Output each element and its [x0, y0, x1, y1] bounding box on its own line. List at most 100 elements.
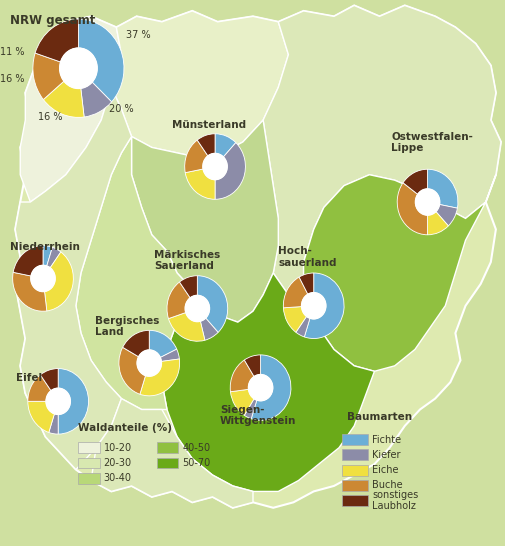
- Wedge shape: [160, 349, 179, 361]
- Bar: [78, 442, 99, 453]
- Circle shape: [203, 153, 227, 180]
- Polygon shape: [20, 16, 121, 202]
- Text: 40-50: 40-50: [182, 443, 210, 453]
- Wedge shape: [48, 414, 58, 434]
- Wedge shape: [40, 369, 58, 391]
- Wedge shape: [185, 169, 215, 199]
- Polygon shape: [263, 5, 500, 295]
- Polygon shape: [91, 399, 252, 508]
- Text: Kiefer: Kiefer: [371, 450, 399, 460]
- Circle shape: [137, 350, 161, 376]
- Bar: [157, 442, 178, 453]
- Wedge shape: [35, 19, 78, 62]
- Wedge shape: [427, 211, 447, 235]
- Bar: [78, 473, 99, 484]
- Wedge shape: [13, 246, 43, 276]
- Circle shape: [415, 189, 439, 215]
- Polygon shape: [111, 11, 288, 158]
- Text: Buche: Buche: [371, 480, 402, 490]
- Bar: [78, 458, 99, 468]
- Polygon shape: [131, 120, 278, 322]
- Wedge shape: [28, 401, 55, 432]
- Wedge shape: [167, 282, 190, 319]
- Text: 20-30: 20-30: [104, 458, 132, 468]
- Wedge shape: [78, 19, 124, 102]
- Wedge shape: [215, 143, 245, 199]
- Wedge shape: [215, 134, 235, 157]
- Bar: [341, 495, 367, 506]
- Wedge shape: [244, 355, 260, 377]
- Wedge shape: [200, 318, 218, 340]
- Wedge shape: [283, 307, 306, 333]
- Wedge shape: [197, 276, 227, 333]
- Bar: [157, 458, 178, 468]
- Bar: [341, 480, 367, 491]
- Wedge shape: [295, 316, 310, 337]
- Text: 16 %: 16 %: [38, 112, 62, 122]
- Polygon shape: [15, 87, 131, 470]
- Wedge shape: [13, 272, 47, 311]
- Text: NRW gesamt: NRW gesamt: [10, 14, 95, 27]
- Text: Siegen-
Wittgenstein: Siegen- Wittgenstein: [220, 405, 296, 426]
- Wedge shape: [33, 53, 64, 99]
- Text: Baumarten: Baumarten: [346, 412, 411, 423]
- Wedge shape: [168, 312, 205, 341]
- Wedge shape: [304, 273, 343, 339]
- Wedge shape: [244, 399, 257, 419]
- Wedge shape: [58, 369, 88, 434]
- Bar: [341, 465, 367, 476]
- Text: Niederrhein: Niederrhein: [10, 242, 80, 252]
- Text: 16 %: 16 %: [0, 74, 24, 84]
- Wedge shape: [427, 169, 457, 208]
- Text: 50-70: 50-70: [182, 458, 210, 468]
- Text: sonstiges
Laubholz: sonstiges Laubholz: [371, 490, 417, 512]
- Circle shape: [31, 265, 55, 292]
- Circle shape: [301, 293, 325, 319]
- Text: 10-20: 10-20: [104, 443, 132, 453]
- Text: 20 %: 20 %: [109, 104, 133, 114]
- Wedge shape: [28, 375, 51, 401]
- Circle shape: [185, 295, 209, 322]
- Text: Münsterland: Münsterland: [172, 120, 245, 130]
- Wedge shape: [402, 169, 427, 194]
- Text: Waldanteile (%): Waldanteile (%): [78, 423, 172, 434]
- Wedge shape: [435, 204, 457, 226]
- Text: Bergisches
Land: Bergisches Land: [95, 316, 159, 337]
- Text: 30-40: 30-40: [104, 473, 131, 483]
- Text: 37 %: 37 %: [126, 30, 151, 40]
- Wedge shape: [184, 140, 208, 173]
- Text: Fichte: Fichte: [371, 435, 400, 444]
- Wedge shape: [119, 347, 145, 394]
- Text: Ostwestfalen-
Lippe: Ostwestfalen- Lippe: [390, 132, 472, 153]
- Wedge shape: [149, 330, 176, 358]
- Wedge shape: [283, 277, 307, 308]
- Polygon shape: [15, 5, 500, 508]
- Text: Eifel: Eifel: [16, 373, 42, 383]
- Wedge shape: [81, 82, 112, 117]
- Wedge shape: [139, 359, 179, 396]
- Text: Eiche: Eiche: [371, 465, 397, 475]
- Wedge shape: [43, 81, 84, 117]
- Circle shape: [46, 388, 70, 414]
- Wedge shape: [250, 355, 290, 420]
- Wedge shape: [230, 360, 254, 392]
- Bar: [341, 434, 367, 445]
- Text: Märkisches
Sauerland: Märkisches Sauerland: [154, 250, 220, 271]
- Wedge shape: [298, 273, 313, 294]
- Text: 11 %: 11 %: [0, 46, 24, 57]
- Wedge shape: [46, 247, 61, 268]
- Polygon shape: [162, 273, 374, 491]
- Text: Hoch-
sauerland: Hoch- sauerland: [278, 246, 336, 268]
- Wedge shape: [396, 183, 427, 235]
- Wedge shape: [44, 252, 73, 311]
- Bar: [341, 449, 367, 460]
- Wedge shape: [122, 330, 149, 357]
- Circle shape: [60, 48, 97, 88]
- Polygon shape: [76, 136, 192, 410]
- Wedge shape: [230, 389, 254, 416]
- Wedge shape: [43, 246, 53, 266]
- Circle shape: [248, 375, 272, 401]
- Wedge shape: [179, 276, 197, 298]
- Wedge shape: [197, 134, 215, 156]
- Polygon shape: [288, 175, 495, 371]
